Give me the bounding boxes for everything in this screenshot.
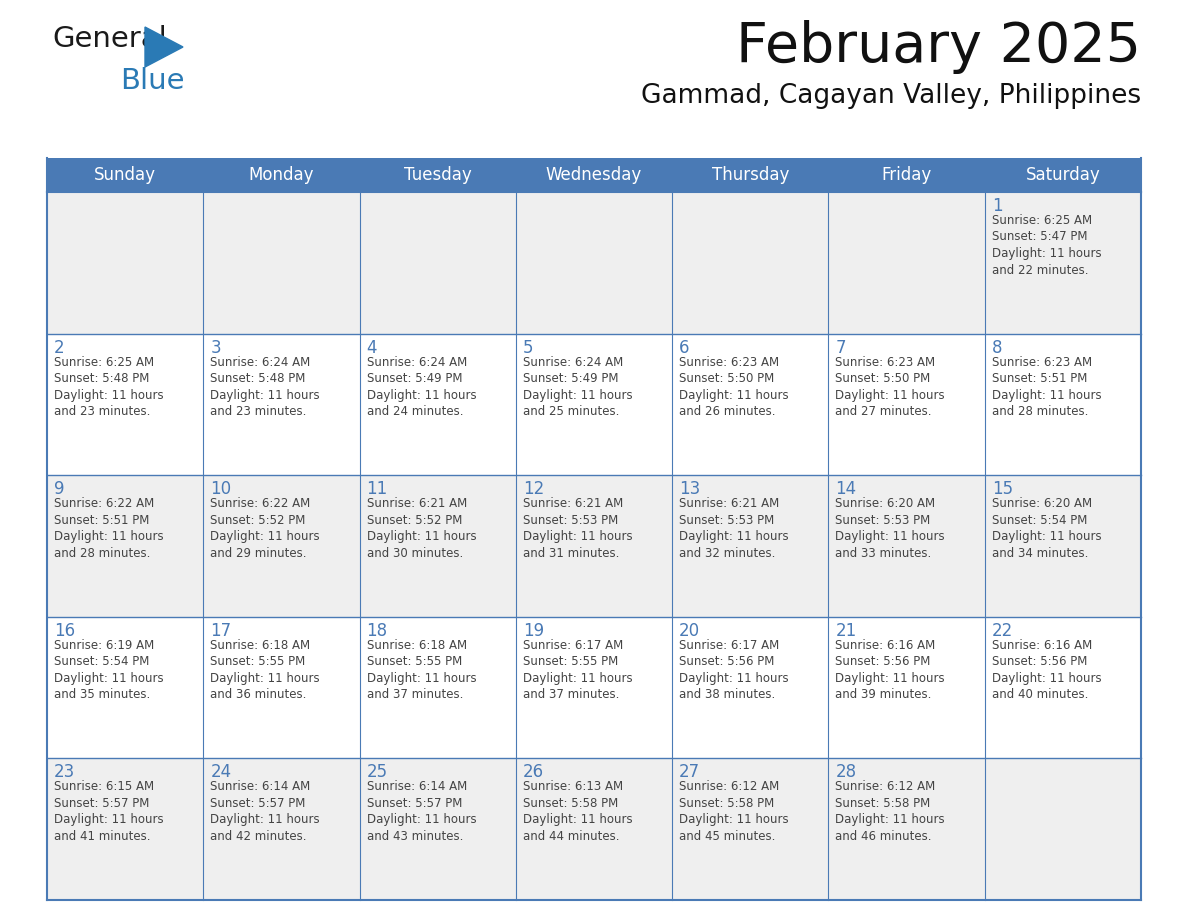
- Text: 9: 9: [53, 480, 64, 498]
- Text: 3: 3: [210, 339, 221, 356]
- Text: February 2025: February 2025: [737, 20, 1140, 74]
- Text: Sunrise: 6:24 AM
Sunset: 5:49 PM
Daylight: 11 hours
and 24 minutes.: Sunrise: 6:24 AM Sunset: 5:49 PM Dayligh…: [367, 355, 476, 418]
- Text: 27: 27: [680, 764, 700, 781]
- Text: 24: 24: [210, 764, 232, 781]
- Text: 2: 2: [53, 339, 64, 356]
- Text: 5: 5: [523, 339, 533, 356]
- Text: Sunrise: 6:21 AM
Sunset: 5:53 PM
Daylight: 11 hours
and 31 minutes.: Sunrise: 6:21 AM Sunset: 5:53 PM Dayligh…: [523, 498, 632, 560]
- Text: 20: 20: [680, 621, 700, 640]
- Text: 8: 8: [992, 339, 1003, 356]
- Text: Sunrise: 6:24 AM
Sunset: 5:49 PM
Daylight: 11 hours
and 25 minutes.: Sunrise: 6:24 AM Sunset: 5:49 PM Dayligh…: [523, 355, 632, 418]
- Text: Sunrise: 6:21 AM
Sunset: 5:52 PM
Daylight: 11 hours
and 30 minutes.: Sunrise: 6:21 AM Sunset: 5:52 PM Dayligh…: [367, 498, 476, 560]
- Text: 17: 17: [210, 621, 232, 640]
- Text: Sunrise: 6:18 AM
Sunset: 5:55 PM
Daylight: 11 hours
and 36 minutes.: Sunrise: 6:18 AM Sunset: 5:55 PM Dayligh…: [210, 639, 320, 701]
- Text: Sunrise: 6:14 AM
Sunset: 5:57 PM
Daylight: 11 hours
and 42 minutes.: Sunrise: 6:14 AM Sunset: 5:57 PM Dayligh…: [210, 780, 320, 843]
- Text: Sunrise: 6:17 AM
Sunset: 5:55 PM
Daylight: 11 hours
and 37 minutes.: Sunrise: 6:17 AM Sunset: 5:55 PM Dayligh…: [523, 639, 632, 701]
- Text: Sunrise: 6:15 AM
Sunset: 5:57 PM
Daylight: 11 hours
and 41 minutes.: Sunrise: 6:15 AM Sunset: 5:57 PM Dayligh…: [53, 780, 164, 843]
- Text: Wednesday: Wednesday: [545, 166, 643, 184]
- Text: Gammad, Cagayan Valley, Philippines: Gammad, Cagayan Valley, Philippines: [640, 83, 1140, 109]
- Text: Sunrise: 6:18 AM
Sunset: 5:55 PM
Daylight: 11 hours
and 37 minutes.: Sunrise: 6:18 AM Sunset: 5:55 PM Dayligh…: [367, 639, 476, 701]
- Text: Sunday: Sunday: [94, 166, 156, 184]
- Text: 4: 4: [367, 339, 377, 356]
- Text: 11: 11: [367, 480, 387, 498]
- Text: 21: 21: [835, 621, 857, 640]
- Polygon shape: [145, 27, 183, 67]
- Text: Tuesday: Tuesday: [404, 166, 472, 184]
- Text: 16: 16: [53, 621, 75, 640]
- Text: Sunrise: 6:12 AM
Sunset: 5:58 PM
Daylight: 11 hours
and 45 minutes.: Sunrise: 6:12 AM Sunset: 5:58 PM Dayligh…: [680, 780, 789, 843]
- Text: 15: 15: [992, 480, 1013, 498]
- Text: 25: 25: [367, 764, 387, 781]
- Text: 28: 28: [835, 764, 857, 781]
- Text: Sunrise: 6:23 AM
Sunset: 5:50 PM
Daylight: 11 hours
and 27 minutes.: Sunrise: 6:23 AM Sunset: 5:50 PM Dayligh…: [835, 355, 944, 418]
- Text: Saturday: Saturday: [1025, 166, 1100, 184]
- Text: Sunrise: 6:16 AM
Sunset: 5:56 PM
Daylight: 11 hours
and 40 minutes.: Sunrise: 6:16 AM Sunset: 5:56 PM Dayligh…: [992, 639, 1101, 701]
- Text: Sunrise: 6:23 AM
Sunset: 5:51 PM
Daylight: 11 hours
and 28 minutes.: Sunrise: 6:23 AM Sunset: 5:51 PM Dayligh…: [992, 355, 1101, 418]
- Text: 12: 12: [523, 480, 544, 498]
- Text: 13: 13: [680, 480, 701, 498]
- Text: Sunrise: 6:25 AM
Sunset: 5:47 PM
Daylight: 11 hours
and 22 minutes.: Sunrise: 6:25 AM Sunset: 5:47 PM Dayligh…: [992, 214, 1101, 276]
- Text: Friday: Friday: [881, 166, 931, 184]
- Text: Sunrise: 6:12 AM
Sunset: 5:58 PM
Daylight: 11 hours
and 46 minutes.: Sunrise: 6:12 AM Sunset: 5:58 PM Dayligh…: [835, 780, 944, 843]
- Text: 14: 14: [835, 480, 857, 498]
- Text: 1: 1: [992, 197, 1003, 215]
- Bar: [48, 617, 1140, 758]
- Text: Blue: Blue: [120, 67, 184, 95]
- Text: Sunrise: 6:23 AM
Sunset: 5:50 PM
Daylight: 11 hours
and 26 minutes.: Sunrise: 6:23 AM Sunset: 5:50 PM Dayligh…: [680, 355, 789, 418]
- Text: Sunrise: 6:21 AM
Sunset: 5:53 PM
Daylight: 11 hours
and 32 minutes.: Sunrise: 6:21 AM Sunset: 5:53 PM Dayligh…: [680, 498, 789, 560]
- Text: Sunrise: 6:19 AM
Sunset: 5:54 PM
Daylight: 11 hours
and 35 minutes.: Sunrise: 6:19 AM Sunset: 5:54 PM Dayligh…: [53, 639, 164, 701]
- Text: Sunrise: 6:22 AM
Sunset: 5:52 PM
Daylight: 11 hours
and 29 minutes.: Sunrise: 6:22 AM Sunset: 5:52 PM Dayligh…: [210, 498, 320, 560]
- Text: Sunrise: 6:22 AM
Sunset: 5:51 PM
Daylight: 11 hours
and 28 minutes.: Sunrise: 6:22 AM Sunset: 5:51 PM Dayligh…: [53, 498, 164, 560]
- Text: Sunrise: 6:16 AM
Sunset: 5:56 PM
Daylight: 11 hours
and 39 minutes.: Sunrise: 6:16 AM Sunset: 5:56 PM Dayligh…: [835, 639, 944, 701]
- Text: 26: 26: [523, 764, 544, 781]
- Text: 7: 7: [835, 339, 846, 356]
- Bar: [48, 192, 1140, 333]
- Text: Sunrise: 6:20 AM
Sunset: 5:54 PM
Daylight: 11 hours
and 34 minutes.: Sunrise: 6:20 AM Sunset: 5:54 PM Dayligh…: [992, 498, 1101, 560]
- Bar: [48, 758, 1140, 900]
- Text: Sunrise: 6:24 AM
Sunset: 5:48 PM
Daylight: 11 hours
and 23 minutes.: Sunrise: 6:24 AM Sunset: 5:48 PM Dayligh…: [210, 355, 320, 418]
- Text: Sunrise: 6:17 AM
Sunset: 5:56 PM
Daylight: 11 hours
and 38 minutes.: Sunrise: 6:17 AM Sunset: 5:56 PM Dayligh…: [680, 639, 789, 701]
- Text: 22: 22: [992, 621, 1013, 640]
- Text: General: General: [52, 25, 166, 53]
- Text: Sunrise: 6:14 AM
Sunset: 5:57 PM
Daylight: 11 hours
and 43 minutes.: Sunrise: 6:14 AM Sunset: 5:57 PM Dayligh…: [367, 780, 476, 843]
- Text: 19: 19: [523, 621, 544, 640]
- Text: 23: 23: [53, 764, 75, 781]
- Bar: [48, 476, 1140, 617]
- Text: 6: 6: [680, 339, 690, 356]
- Bar: [48, 158, 1140, 192]
- Text: 10: 10: [210, 480, 232, 498]
- Text: Thursday: Thursday: [712, 166, 789, 184]
- Text: 18: 18: [367, 621, 387, 640]
- Text: Sunrise: 6:25 AM
Sunset: 5:48 PM
Daylight: 11 hours
and 23 minutes.: Sunrise: 6:25 AM Sunset: 5:48 PM Dayligh…: [53, 355, 164, 418]
- Bar: [48, 333, 1140, 476]
- Text: Monday: Monday: [248, 166, 314, 184]
- Text: Sunrise: 6:20 AM
Sunset: 5:53 PM
Daylight: 11 hours
and 33 minutes.: Sunrise: 6:20 AM Sunset: 5:53 PM Dayligh…: [835, 498, 944, 560]
- Text: Sunrise: 6:13 AM
Sunset: 5:58 PM
Daylight: 11 hours
and 44 minutes.: Sunrise: 6:13 AM Sunset: 5:58 PM Dayligh…: [523, 780, 632, 843]
